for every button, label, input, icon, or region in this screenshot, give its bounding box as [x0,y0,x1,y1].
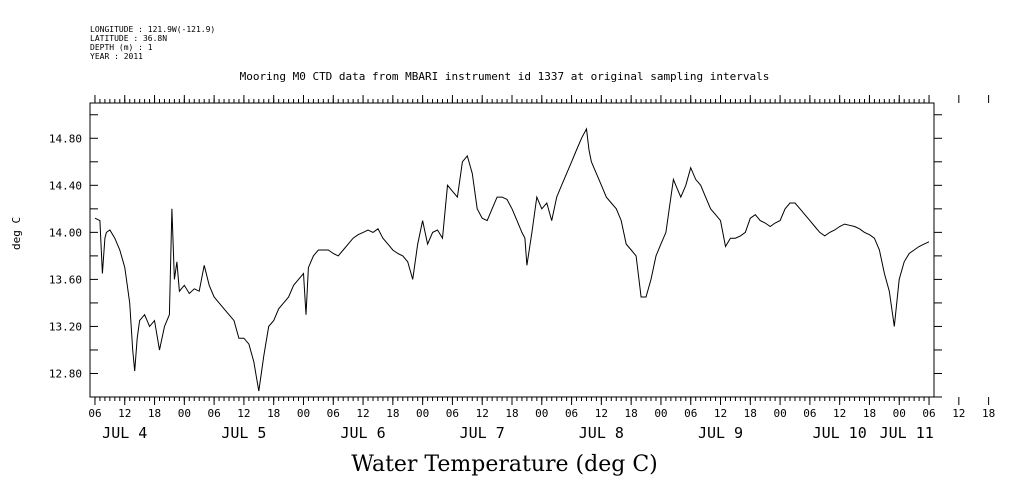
x-hour-tick-label: 12 [118,407,131,420]
temperature-series-line [94,127,930,392]
x-hour-tick-label: 18 [744,407,757,420]
plot-frame [89,102,935,398]
x-hour-tick-label: 18 [267,407,280,420]
x-day-label: JUL 5 [221,424,266,442]
x-day-label: JUL 7 [460,424,505,442]
year-label: YEAR : 2011 [90,52,143,61]
y-tick-label: 14.00 [49,226,82,239]
x-day-label: JUL 6 [340,424,385,442]
x-hour-tick-label: 06 [922,407,935,420]
x-hour-tick-label: 18 [625,407,638,420]
x-hour-tick-label: 00 [416,407,429,420]
x-hour-tick-label: 06 [565,407,578,420]
x-hour-tick-label: 12 [237,407,250,420]
x-hour-tick-label: 00 [773,407,786,420]
x-hour-tick-label: 06 [684,407,697,420]
y-tick-label: 14.40 [49,179,82,192]
x-day-label: JUL 4 [102,424,147,442]
x-hour-tick-label: 12 [476,407,489,420]
x-hour-tick-label: 06 [88,407,101,420]
x-hour-tick-label: 12 [833,407,846,420]
x-hour-tick-label: 06 [803,407,816,420]
x-hour-tick-label: 00 [297,407,310,420]
chart-title: Mooring M0 CTD data from MBARI instrumen… [239,70,770,83]
y-tick-label: 12.80 [49,367,82,380]
x-hour-tick-label: 00 [893,407,906,420]
x-hour-tick-label: 18 [505,407,518,420]
x-hour-tick-label: 00 [654,407,667,420]
x-day-label: JUL 10 [813,424,867,442]
x-hour-tick-label: 00 [535,407,548,420]
latitude-label: LATITUDE : 36.8N [90,34,168,43]
x-hour-tick-label: 18 [863,407,876,420]
y-tick-label: 13.20 [49,320,82,333]
x-hour-tick-label: 18 [982,407,995,420]
x-day-label: JUL 8 [579,424,624,442]
x-hour-tick-label: 12 [356,407,369,420]
x-hour-tick-label: 06 [327,407,340,420]
y-tick-label: 13.60 [49,273,82,286]
x-day-label: JUL 11 [880,424,934,442]
x-hour-tick-label: 12 [595,407,608,420]
x-hour-tick-label: 12 [714,407,727,420]
depth-label: DEPTH (m) : 1 [90,43,153,52]
x-hour-tick-label: 06 [207,407,220,420]
x-hour-tick-label: 12 [952,407,965,420]
x-hour-tick-label: 06 [446,407,459,420]
y-tick-label: 14.80 [49,132,82,145]
longitude-label: LONGITUDE : 121.9W(-121.9) [90,25,216,34]
x-hour-tick-label: 00 [178,407,191,420]
x-hour-tick-label: 18 [148,407,161,420]
x-axis-label: Water Temperature (deg C) [351,452,658,477]
x-hour-tick-label: 18 [386,407,399,420]
x-day-label: JUL 9 [698,424,743,442]
